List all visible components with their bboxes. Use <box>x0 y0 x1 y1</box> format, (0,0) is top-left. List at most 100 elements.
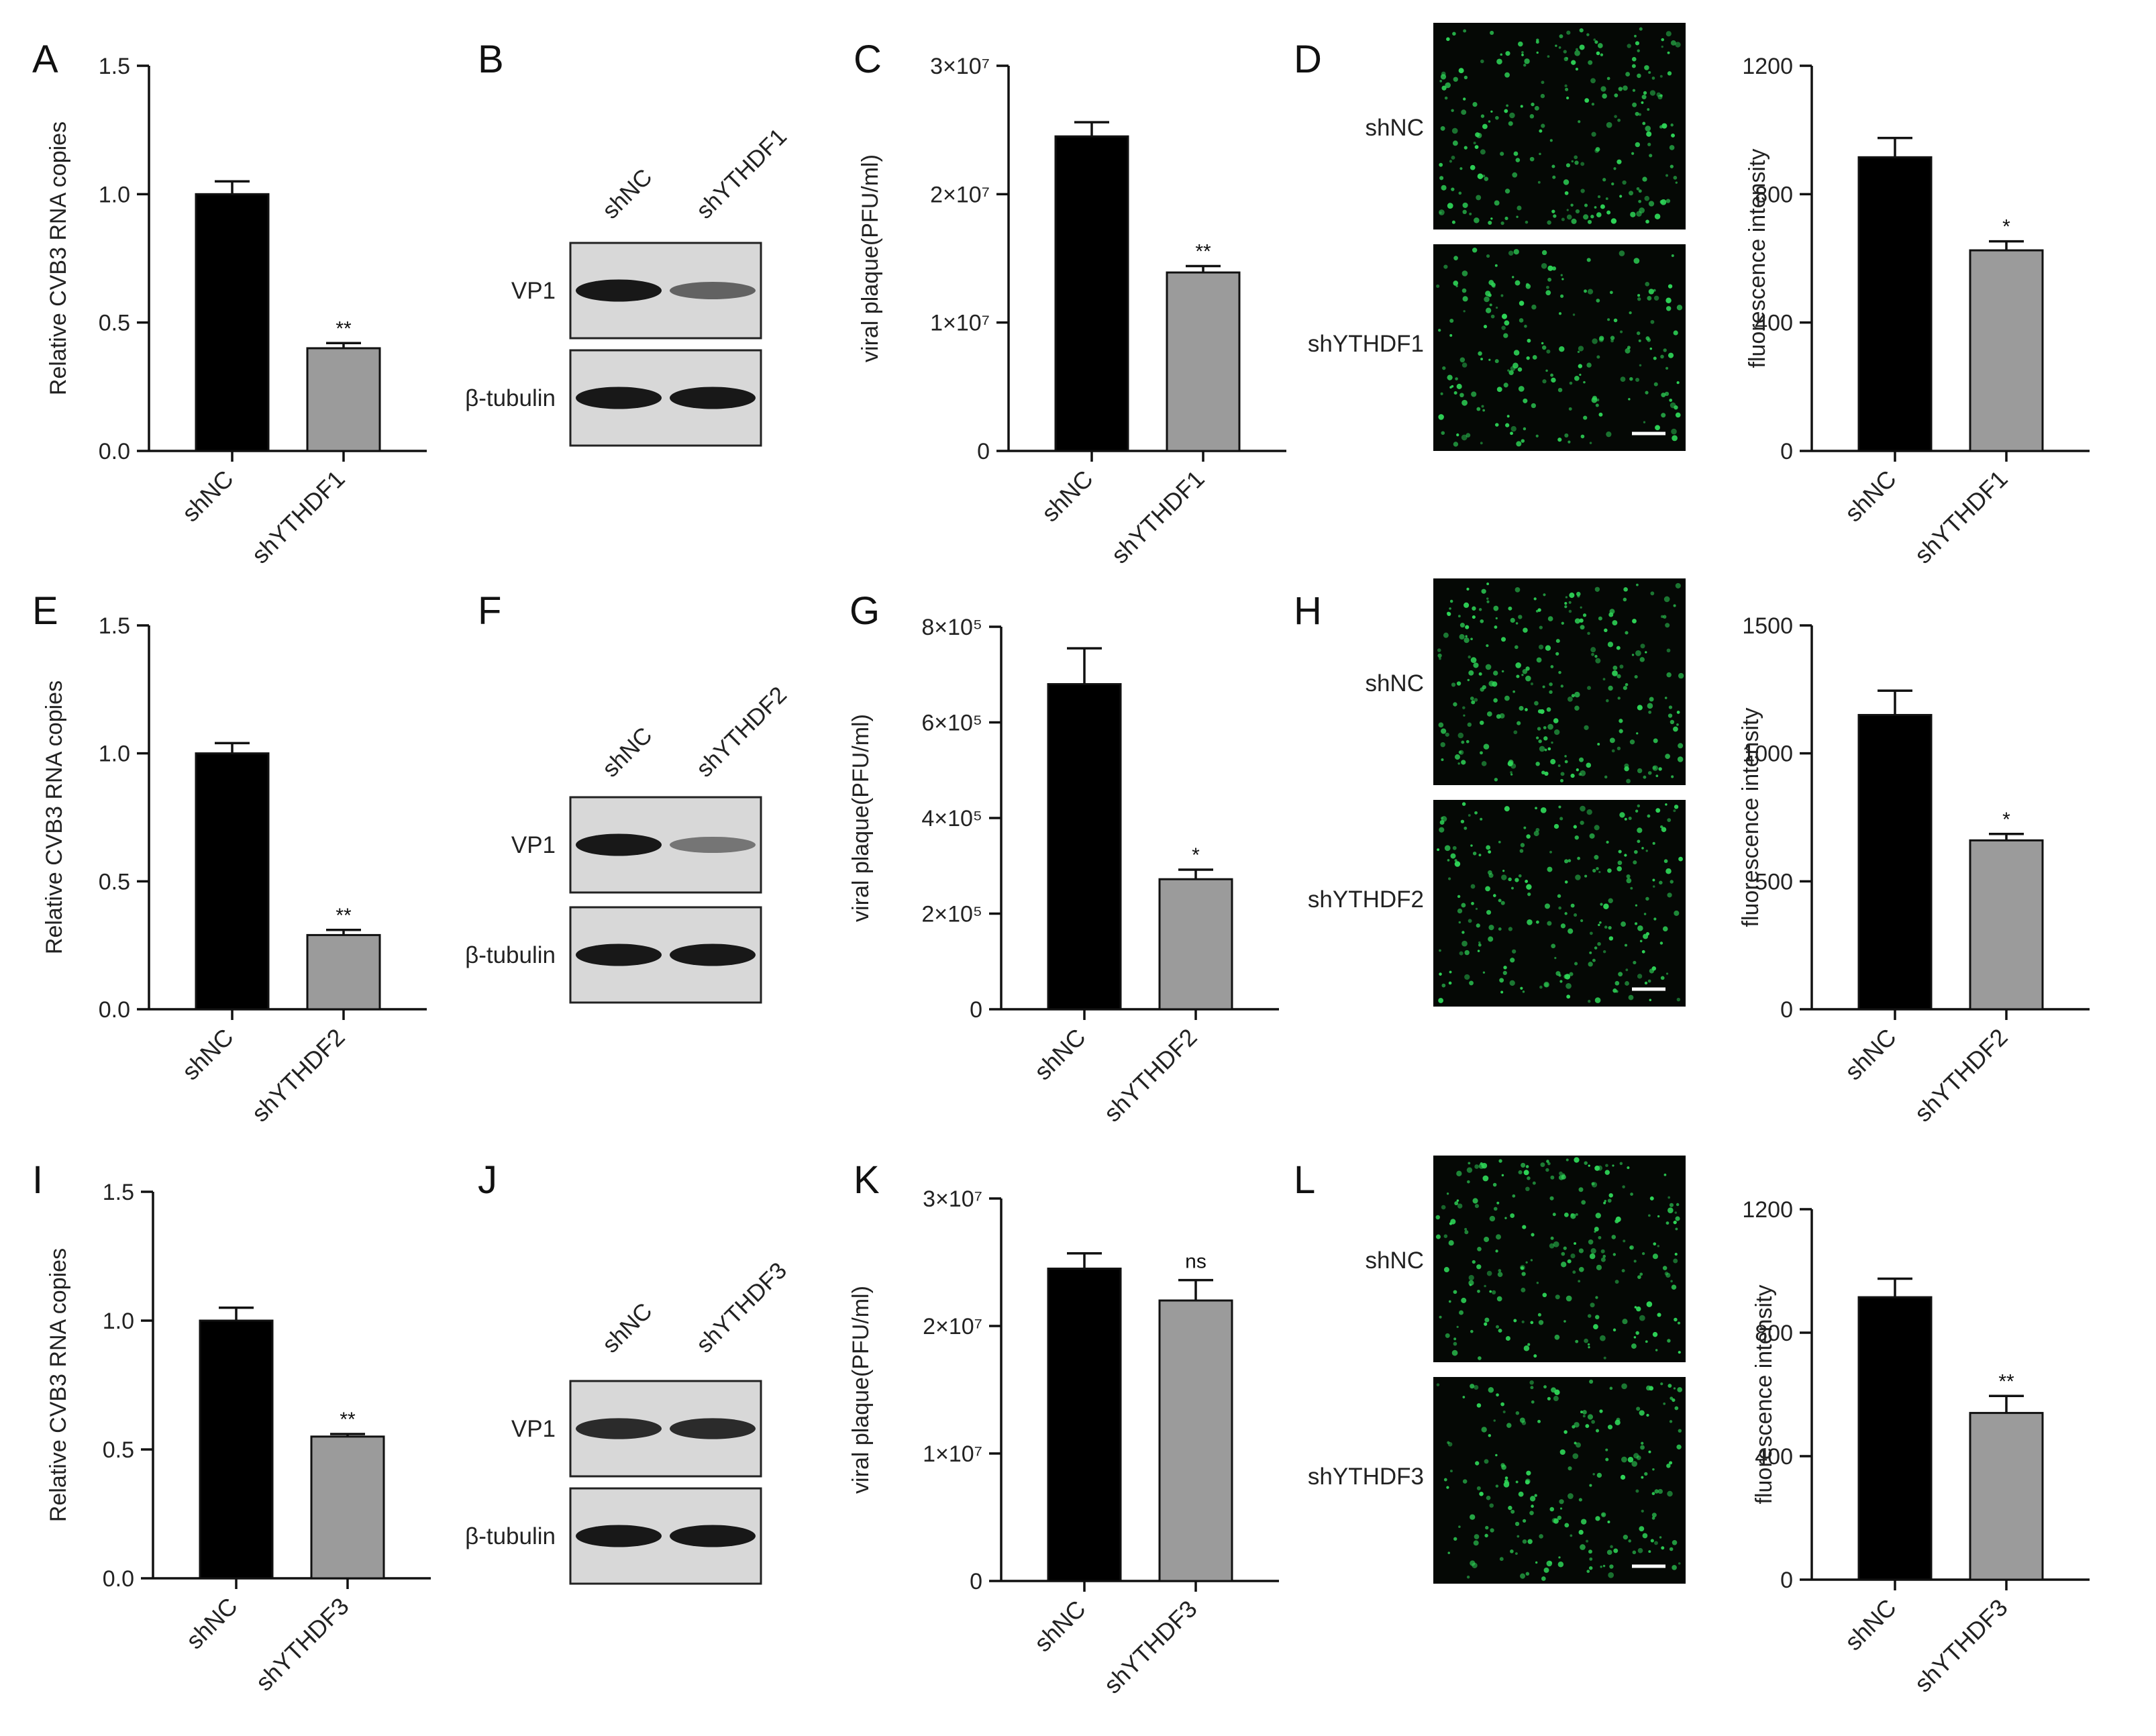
cell-dot <box>1456 383 1462 389</box>
cell-dot <box>1578 1248 1584 1254</box>
cell-dot <box>1441 816 1447 822</box>
cell-dot <box>1588 1239 1594 1245</box>
cell-dot <box>1625 72 1631 76</box>
cell-dot <box>1667 892 1672 898</box>
cell-dot <box>1598 616 1602 621</box>
cell-dot <box>1654 1489 1659 1494</box>
cell-dot <box>1602 178 1606 182</box>
cell-dot <box>1600 1566 1602 1568</box>
cell-dot <box>1441 1205 1446 1210</box>
cell-dot <box>1458 191 1462 195</box>
cell-dot <box>1637 974 1643 979</box>
cell-dot <box>1527 338 1531 343</box>
cell-dot <box>1537 608 1541 612</box>
cell-dot <box>1670 123 1674 127</box>
protein-band <box>670 1418 756 1439</box>
cell-dot <box>1513 350 1520 356</box>
cell-dot <box>1675 1227 1678 1231</box>
cell-dot <box>1547 1396 1551 1400</box>
y-tick-label: 1.5 <box>99 54 130 79</box>
protein-band <box>576 943 662 966</box>
cell-dot <box>1440 74 1447 80</box>
cell-dot <box>1650 319 1655 324</box>
cell-dot <box>1651 1513 1657 1518</box>
cell-dot <box>1615 990 1619 993</box>
cell-dot <box>1623 686 1627 691</box>
cell-dot <box>1663 859 1668 864</box>
cell-dot <box>1634 850 1638 854</box>
cell-dot <box>1523 63 1527 67</box>
cell-dot <box>1449 1470 1453 1473</box>
cell-dot <box>1438 414 1444 420</box>
cell-dot <box>1655 808 1661 813</box>
cell-dot <box>1637 839 1641 844</box>
cell-dot <box>1589 931 1593 935</box>
cell-dot <box>1512 276 1515 278</box>
cell-dot <box>1489 1215 1496 1222</box>
cell-dot <box>1608 1193 1613 1198</box>
cell-dot <box>1618 972 1623 977</box>
cell-dot <box>1600 1257 1606 1262</box>
cell-dot <box>1476 923 1480 928</box>
cell-dot <box>1614 1419 1621 1425</box>
cell-dot <box>1502 1410 1506 1414</box>
y-axis-label: viral plaque(PFU/ml) <box>848 714 874 922</box>
cell-dot <box>1596 1472 1602 1478</box>
cell-dot <box>1604 1170 1610 1175</box>
cell-dot <box>1493 1207 1498 1211</box>
x-category-label: shNC <box>1839 1594 1902 1656</box>
cell-dot <box>1649 1196 1654 1201</box>
cell-dot <box>1646 1385 1651 1391</box>
cell-dot <box>1439 972 1442 976</box>
cell-dot <box>1639 1272 1643 1276</box>
cell-dot <box>1661 413 1666 418</box>
cell-dot <box>1536 1282 1539 1284</box>
cell-dot <box>1509 112 1515 119</box>
cell-dot <box>1573 825 1577 829</box>
cell-dot <box>1665 31 1672 37</box>
cell-dot <box>1586 762 1592 768</box>
cell-dot <box>1576 591 1581 597</box>
cell-dot <box>1580 625 1585 630</box>
cell-dot <box>1605 197 1608 201</box>
cell-dot <box>1678 1562 1681 1565</box>
cell-dot <box>1568 696 1573 702</box>
cell-dot <box>1613 1548 1619 1553</box>
cell-dot <box>1457 1203 1463 1209</box>
cell-dot <box>1495 115 1499 120</box>
cell-dot <box>1519 301 1525 306</box>
cell-dot <box>1648 70 1651 74</box>
cell-dot <box>1627 44 1631 48</box>
cell-dot <box>1526 1470 1531 1476</box>
cell-dot <box>1637 768 1643 774</box>
panel-letter-h-image: H <box>1294 589 1322 633</box>
cell-dot <box>1584 725 1589 730</box>
cell-dot <box>1596 212 1602 217</box>
cell-dot <box>1589 1484 1592 1487</box>
cell-dot <box>1667 1207 1674 1213</box>
bar-shnc <box>1857 156 1933 452</box>
cell-dot <box>1472 1260 1476 1264</box>
cell-dot <box>1675 412 1681 418</box>
cell-dot <box>1542 1292 1547 1298</box>
cell-dot <box>1625 981 1629 986</box>
cell-dot <box>1647 142 1651 146</box>
cell-dot <box>1667 1490 1673 1497</box>
cell-dot <box>1665 297 1672 303</box>
cell-dot <box>1564 433 1569 438</box>
cell-dot <box>1486 582 1490 586</box>
cell-dot <box>1580 1411 1583 1414</box>
cell-dot <box>1606 121 1612 128</box>
bar-shythdf1 <box>1969 249 2044 452</box>
cell-dot <box>1547 921 1552 926</box>
cell-dot <box>1641 1441 1644 1445</box>
protein-band <box>670 836 756 854</box>
cell-dot <box>1504 109 1508 113</box>
cell-dot <box>1504 216 1508 221</box>
cell-dot <box>1652 1468 1655 1471</box>
cell-dot <box>1653 382 1658 387</box>
panel-letter-l-image: L <box>1294 1158 1315 1202</box>
cell-dot <box>1637 297 1641 301</box>
cell-dot <box>1476 1403 1482 1408</box>
cell-dot <box>1572 313 1576 316</box>
